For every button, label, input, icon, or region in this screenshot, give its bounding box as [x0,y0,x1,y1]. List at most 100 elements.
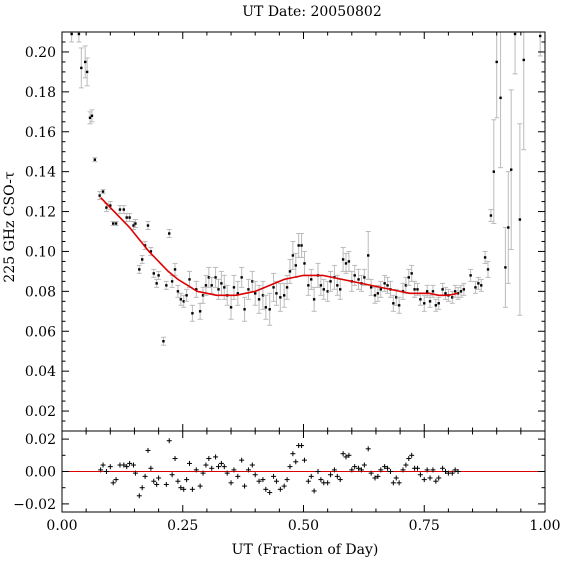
data-point [134,222,137,225]
data-point [173,268,177,271]
residual-point [390,480,396,486]
residual-point [328,472,334,478]
data-point [220,282,223,285]
data-point [492,170,496,173]
residual-point [368,470,374,476]
data-point [101,190,105,193]
data-point [326,290,329,293]
x-tick-label: 1.00 [529,518,560,534]
residual-point [184,477,190,483]
residual-point [221,464,227,470]
data-point [392,302,395,305]
residual-point [218,460,224,466]
residual-point [172,456,178,462]
residual-point [181,486,187,492]
data-point [152,272,155,275]
data-point [419,298,422,301]
residual-point [178,485,184,491]
residual-point [343,454,349,460]
data-point [413,288,416,291]
data-point [83,60,87,64]
residual-point [273,478,279,484]
residual-point [301,457,307,463]
data-point [379,288,382,291]
data-point [451,296,454,299]
residual-point [281,483,287,489]
residual-point [436,475,442,481]
data-point [105,206,108,209]
data-point [383,282,386,285]
data-point [404,284,408,287]
chart-title: UT Date: 20050802 [242,4,382,20]
data-point [157,274,160,277]
residual-point [409,452,415,458]
residual-point [372,475,378,481]
data-point [80,66,83,70]
data-point [437,302,440,305]
data-point [279,296,282,299]
data-point [90,114,94,117]
residual-point [127,460,133,466]
y-tick-label: 0.02 [25,404,56,420]
residual-point [113,477,119,483]
data-point [198,310,202,313]
data-point [416,288,419,291]
data-point [357,278,360,281]
residual-point [100,462,106,468]
data-point [85,70,89,74]
data-point [347,260,351,263]
residual-point [299,443,305,449]
residual-point [455,469,461,474]
data-point [257,298,261,301]
data-point [128,216,131,219]
data-point [111,222,115,225]
residual-point [132,470,138,476]
residual-point [382,464,388,470]
data-point [477,282,480,285]
data-point [369,286,373,289]
residual-point [449,470,455,476]
data-point [118,208,122,211]
data-point [395,296,398,299]
residual-point [305,478,311,484]
residual-point [308,473,314,479]
residual-point [271,473,277,479]
data-point [423,302,426,305]
residual-point [287,464,293,470]
residual-point [228,480,234,486]
data-point [185,294,188,297]
residual-point [200,470,206,476]
residual-point [284,477,290,483]
residual-point [166,438,172,444]
data-point [162,340,165,343]
residual-point [98,467,104,473]
data-point [240,276,243,279]
data-point [483,256,487,259]
data-point [297,244,300,247]
data-point [480,284,483,287]
residual-point [396,480,402,486]
data-point [191,312,194,315]
data-point [407,276,410,279]
residual-point [154,481,160,487]
data-point [303,262,306,265]
data-point [474,286,477,289]
data-point [431,290,435,293]
residual-point [151,478,157,484]
data-point [319,284,323,287]
residual-point [424,467,430,473]
residual-point [189,486,195,492]
residual-point [440,465,446,471]
data-point [344,262,348,265]
data-point [210,284,213,287]
residual-point [430,467,436,473]
data-point [93,158,97,161]
data-point [538,34,542,38]
residual-point [224,470,230,476]
data-point [288,270,292,273]
data-point [155,282,158,285]
data-point [122,208,126,211]
data-point [444,292,447,295]
data-point [353,274,356,277]
